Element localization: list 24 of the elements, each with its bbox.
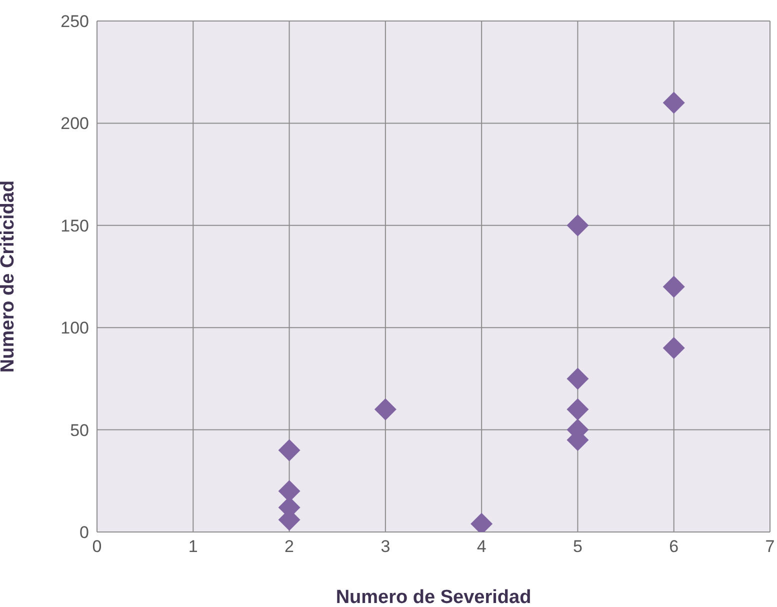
point <box>662 92 685 114</box>
x-tick-label: 6 <box>669 537 679 556</box>
x-tick-label: 5 <box>572 537 582 556</box>
y-tick-label: 100 <box>60 318 89 338</box>
point <box>662 276 685 298</box>
x-tick-label: 2 <box>284 537 294 556</box>
y-tick-label: 200 <box>60 114 89 134</box>
point <box>566 398 589 420</box>
x-tick-label: 0 <box>92 537 102 556</box>
point <box>374 398 396 420</box>
point <box>566 368 589 390</box>
y-tick-label: 0 <box>80 523 89 542</box>
point <box>662 337 685 360</box>
x-tick-label: 1 <box>188 537 198 556</box>
x-tick-label: 3 <box>380 537 390 556</box>
x-tick-label: 7 <box>765 537 775 556</box>
y-tick-label: 50 <box>70 420 89 440</box>
y-tick-label: 250 <box>60 12 89 32</box>
y-axis-title: Numero de Criticidad <box>0 180 19 373</box>
x-axis-title: Numero de Severidad <box>336 587 532 607</box>
point <box>278 439 300 462</box>
x-tick-label: 4 <box>476 537 486 556</box>
y-tick-label: 150 <box>60 216 89 236</box>
point <box>566 214 589 236</box>
